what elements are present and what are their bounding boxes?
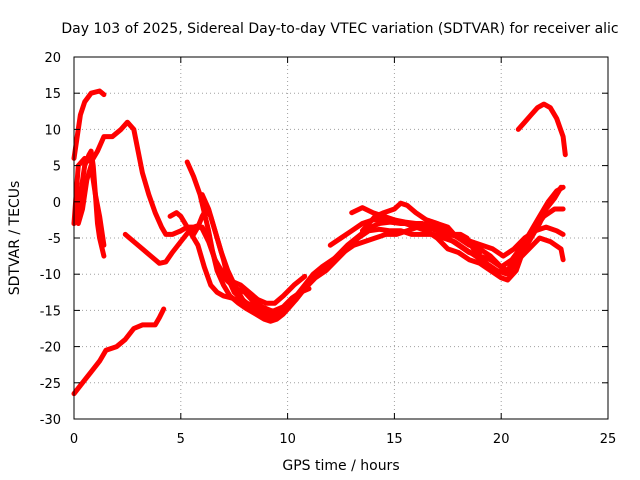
series-track-15 [515,101,568,158]
series-track-5 [75,163,107,248]
y-tick-label: -15 [40,304,61,319]
y-tick-label: -10 [40,268,61,283]
y-tick-label: -25 [40,377,61,392]
y-tick-label: 0 [53,196,61,211]
axis-ticks: 0 5 10 15 20 25 -30 -25 -20 -15 -10 -5 0 5 10 15 20 [40,51,617,447]
series-track-13 [349,184,564,283]
y-tick-label: -20 [40,341,61,356]
y-axis-label: SDTVAR / TECUs [7,181,23,296]
series-track-2 [71,148,107,259]
series-track-12 [359,184,566,274]
series-track-10 [199,192,566,321]
chart-title: Day 103 of 2025, Sidereal Day-to-day VTE… [61,21,618,37]
data-series [71,88,568,397]
x-tick-label: 0 [70,432,78,447]
y-tick-label: 5 [53,160,61,175]
y-tick-label: 10 [44,123,61,138]
y-tick-label: -30 [40,413,61,428]
y-tick-label: -5 [48,232,61,247]
y-tick-label: 15 [44,87,61,102]
x-tick-label: 15 [386,432,403,447]
y-tick-label: 20 [44,51,61,66]
series-track-3 [71,119,291,316]
series-track-14 [423,217,483,255]
x-tick-label: 20 [493,432,510,447]
series-track-4 [71,306,167,397]
x-tick-label: 10 [279,432,296,447]
series-track-1 [71,88,107,161]
x-axis-label: GPS time / hours [282,458,399,474]
x-tick-label: 25 [600,432,617,447]
x-tick-label: 5 [177,432,185,447]
